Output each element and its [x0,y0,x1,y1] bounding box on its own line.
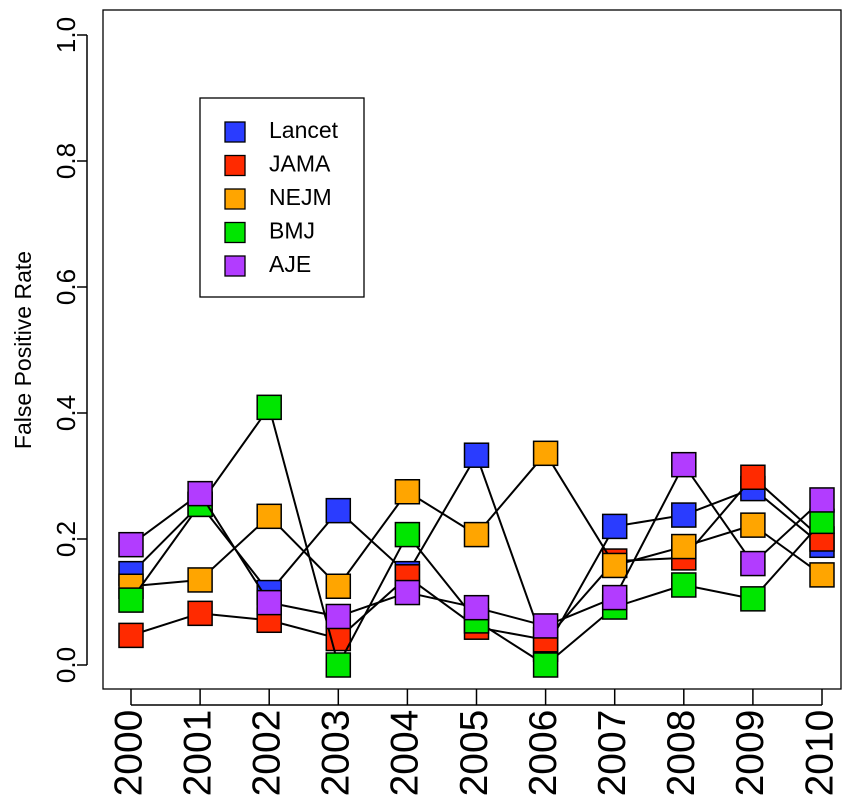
x-tick-label: 2010 [798,710,841,797]
data-point [394,521,421,548]
data-point [532,652,559,678]
series-bmj [118,394,835,678]
x-tick-label: 2007 [591,710,634,797]
data-point [256,394,282,421]
y-tick-label: 0.8 [51,143,81,179]
data-point [187,567,213,593]
legend-label: Lancet [269,117,339,143]
x-tick-label: 2004 [384,710,427,797]
data-point [809,508,835,535]
data-point [463,521,490,548]
data-point [325,603,352,630]
data-point [671,451,697,478]
data-point [671,502,697,528]
data-point [187,480,213,507]
series-line [130,452,823,588]
legend-swatch [224,188,246,210]
data-point [325,652,352,678]
data-point [601,513,628,540]
legend-swatch [224,121,246,143]
plot-frame [102,9,842,690]
x-tick-label: 2003 [315,710,358,797]
data-point [601,552,628,579]
legend-swatch [224,154,246,177]
y-tick-label: 0.6 [51,269,81,305]
data-point [671,572,697,598]
data-point [740,586,766,612]
data-point [740,464,766,491]
series-aje [118,451,835,639]
data-point [740,550,766,577]
legend-label: BMJ [269,218,315,244]
y-tick-label: 0.4 [51,395,81,431]
data-point [394,579,421,606]
x-tick-label: 2002 [245,710,288,797]
x-tick-label: 2009 [729,710,772,797]
y-tick-label: 0.0 [51,647,81,683]
data-point [256,503,282,530]
data-point [463,442,490,468]
data-point [809,562,835,588]
legend-label: JAMA [269,151,331,177]
data-point [601,584,628,611]
data-point [118,531,144,558]
data-point [325,497,352,524]
x-tick-label: 2001 [176,710,219,797]
legend: Lancet JAMA NEJM BMJ AJE [199,97,365,298]
data-point [118,622,144,649]
y-tick-label: 1.0 [51,17,81,53]
data-point [187,600,213,627]
data-point [118,587,144,613]
x-tick-label: 2005 [453,710,496,797]
legend-swatch [224,221,246,244]
data-point [740,512,766,538]
data-point [809,487,835,513]
legend-label: NEJM [269,184,332,210]
x-tick-label: 2000 [107,710,150,797]
x-tick-label: 2006 [522,710,565,797]
y-axis-label: False Positive Rate [10,251,36,449]
legend-swatch [224,255,246,277]
x-tick-label: 2008 [660,710,703,797]
data-point [671,533,697,560]
data-point [256,589,282,616]
data-point [532,440,559,467]
data-point [532,613,559,639]
data-point [463,594,490,621]
y-tick-label: 0.2 [51,521,81,557]
data-point [325,573,352,599]
data-point [394,479,421,505]
legend-label: AJE [269,251,311,277]
